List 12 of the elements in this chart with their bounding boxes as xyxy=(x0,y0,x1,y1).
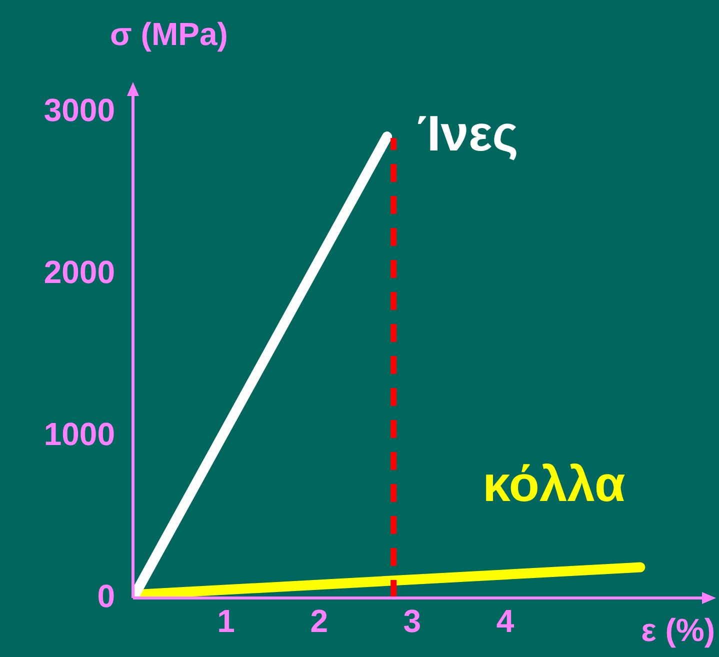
y-tick-label: 1000 xyxy=(44,416,115,452)
series-label: κόλλα xyxy=(482,456,626,512)
x-tick-label: 1 xyxy=(217,603,235,640)
y-tick-label: 0 xyxy=(97,578,115,614)
x-tick-label: 4 xyxy=(496,603,514,640)
x-axis-title: ε (%) xyxy=(641,612,715,648)
x-tick-label: 3 xyxy=(403,603,422,640)
x-tick-label: 2 xyxy=(310,603,328,640)
y-axis-title: σ (MPa) xyxy=(110,16,228,52)
y-tick-label: 2000 xyxy=(44,254,115,290)
y-tick-label: 3000 xyxy=(44,92,115,128)
series-label: Ίνες xyxy=(417,105,518,162)
